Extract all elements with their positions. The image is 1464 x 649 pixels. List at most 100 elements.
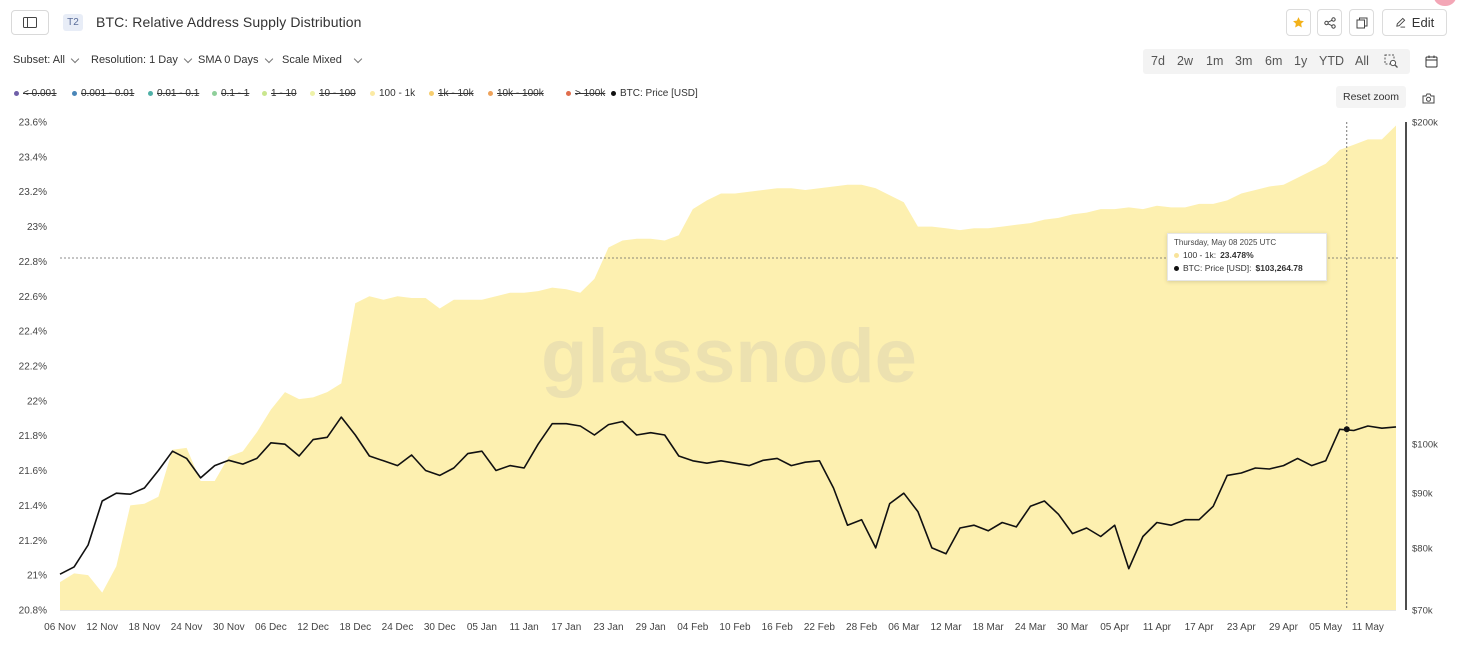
y-left-tick-label: 20.8% (19, 606, 47, 617)
x-tick-label: 28 Feb (846, 622, 878, 633)
x-tick-label: 18 Mar (973, 622, 1005, 633)
x-tick-label: 16 Feb (762, 622, 794, 633)
x-tick-label: 10 Feb (719, 622, 751, 633)
y-left-tick-label: 23.4% (19, 152, 47, 163)
calendar-button[interactable] (1420, 50, 1442, 72)
y-left-tick-label: 22.6% (19, 292, 47, 303)
legend-item[interactable]: 100 - 1k (370, 88, 415, 99)
copy-icon (1356, 17, 1367, 28)
x-tick-label: 29 Jan (636, 622, 666, 633)
share-button[interactable] (1317, 9, 1342, 36)
legend-label: > 100k (575, 88, 606, 99)
y-left-tick-label: 22% (27, 396, 47, 407)
legend-item[interactable]: 10 - 100 (310, 88, 356, 99)
legend-dot (566, 91, 571, 96)
legend-dot (148, 91, 153, 96)
legend-item[interactable]: < 0.001 (14, 88, 57, 99)
sma-label: SMA 0 Days (198, 54, 259, 66)
scale-label: Scale Mixed (282, 54, 342, 66)
range-6m-button[interactable]: 6m (1265, 54, 1283, 68)
edit-label: Edit (1411, 15, 1435, 30)
subset-dropdown[interactable]: Subset: All (13, 54, 80, 66)
sidebar-icon (23, 17, 37, 28)
legend-label: BTC: Price [USD] (620, 88, 698, 99)
x-tick-label: 24 Mar (1015, 622, 1047, 633)
duplicate-button[interactable] (1349, 9, 1374, 36)
y-left-tick-label: 21.6% (19, 466, 47, 477)
edit-button[interactable]: Edit (1382, 9, 1447, 36)
tooltip-series2-label: BTC: Price [USD]: (1183, 263, 1252, 273)
legend-dot (611, 91, 616, 96)
legend-label: 10 - 100 (319, 88, 356, 99)
y-right-tick-label: $70k (1412, 606, 1433, 617)
tooltip-row-series1: 100 - 1k: 23.478% (1174, 250, 1320, 260)
range-all-button[interactable]: All (1355, 54, 1369, 68)
resolution-label: Resolution: 1 Day (91, 54, 178, 66)
y-right-tick-label: $90k (1412, 489, 1433, 500)
share-icon (1323, 16, 1336, 29)
y-left-tick-label: 21.4% (19, 501, 47, 512)
legend-item[interactable]: 1 - 10 (262, 88, 297, 99)
x-tick-label: 12 Dec (297, 622, 329, 633)
x-tick-label: 24 Nov (171, 622, 203, 633)
sidebar-toggle-button[interactable] (11, 10, 49, 35)
y-left-tick-label: 22.4% (19, 327, 47, 338)
legend-dot (1174, 265, 1179, 271)
legend-item[interactable]: BTC: Price [USD] (611, 88, 698, 99)
y-left-tick-label: 21.2% (19, 536, 47, 547)
resolution-dropdown[interactable]: Resolution: 1 Day (91, 54, 193, 66)
legend-label: 10k - 100k (497, 88, 544, 99)
range-1m-button[interactable]: 1m (1206, 54, 1224, 68)
legend-dot (1174, 252, 1179, 258)
legend-item[interactable]: 0.01 - 0.1 (148, 88, 199, 99)
range-3m-button[interactable]: 3m (1235, 54, 1253, 68)
x-tick-label: 12 Nov (86, 622, 118, 633)
legend-item[interactable]: 1k - 10k (429, 88, 474, 99)
watermark: glassnode (541, 314, 917, 399)
reset-zoom-button[interactable]: Reset zoom (1336, 86, 1406, 108)
legend-label: < 0.001 (23, 88, 57, 99)
legend-label: 0.1 - 1 (221, 88, 250, 99)
legend-item[interactable]: > 100k (566, 88, 605, 99)
legend-dot (488, 91, 493, 96)
tooltip-date: Thursday, May 08 2025 UTC (1174, 238, 1277, 247)
notification-dot (1434, 0, 1456, 6)
legend-item[interactable]: 0.001 - 0.01 (72, 88, 134, 99)
legend-dot (14, 91, 19, 96)
x-tick-label: 30 Mar (1057, 622, 1089, 633)
pencil-icon (1396, 17, 1406, 28)
x-tick-label: 17 Apr (1185, 622, 1215, 633)
y-left-tick-label: 23% (27, 222, 47, 233)
x-tick-label: 22 Feb (804, 622, 836, 633)
x-tick-label: 11 Apr (1143, 622, 1172, 633)
legend-dot (370, 91, 375, 96)
legend-label: 100 - 1k (379, 88, 416, 99)
legend-item[interactable]: 0.1 - 1 (212, 88, 249, 99)
star-icon (1293, 17, 1304, 28)
x-tick-label: 05 Jan (467, 622, 497, 633)
zoom-select-button[interactable] (1384, 54, 1400, 70)
sma-dropdown[interactable]: SMA 0 Days (198, 54, 273, 66)
x-tick-label: 23 Jan (593, 622, 623, 633)
legend-label: 1k - 10k (438, 88, 474, 99)
tooltip-series1-value: 23.478% (1220, 250, 1254, 260)
tooltip-row-series2: BTC: Price [USD]: $103,264.78 (1174, 263, 1320, 273)
x-tick-label: 11 May (1352, 622, 1384, 633)
tooltip-series1-label: 100 - 1k: (1183, 250, 1217, 260)
range-7d-button[interactable]: 7d (1151, 54, 1165, 68)
y-right-tick-label: $80k (1412, 543, 1433, 554)
screenshot-button[interactable] (1422, 91, 1438, 105)
range-ytd-button[interactable]: YTD (1319, 54, 1344, 68)
tier-badge: T2 (63, 14, 83, 31)
range-2w-button[interactable]: 2w (1177, 54, 1193, 68)
calendar-icon (1425, 55, 1437, 67)
favorite-button[interactable] (1286, 9, 1311, 36)
legend-item[interactable]: 10k - 100k (488, 88, 544, 99)
price-highlight-point (1343, 426, 1350, 433)
line-series-btc-price (59, 416, 1397, 575)
scale-dropdown[interactable]: Scale Mixed (282, 54, 363, 66)
y-left-tick-label: 22.2% (19, 362, 47, 373)
range-1y-button[interactable]: 1y (1294, 54, 1308, 68)
legend-dot (262, 91, 267, 96)
